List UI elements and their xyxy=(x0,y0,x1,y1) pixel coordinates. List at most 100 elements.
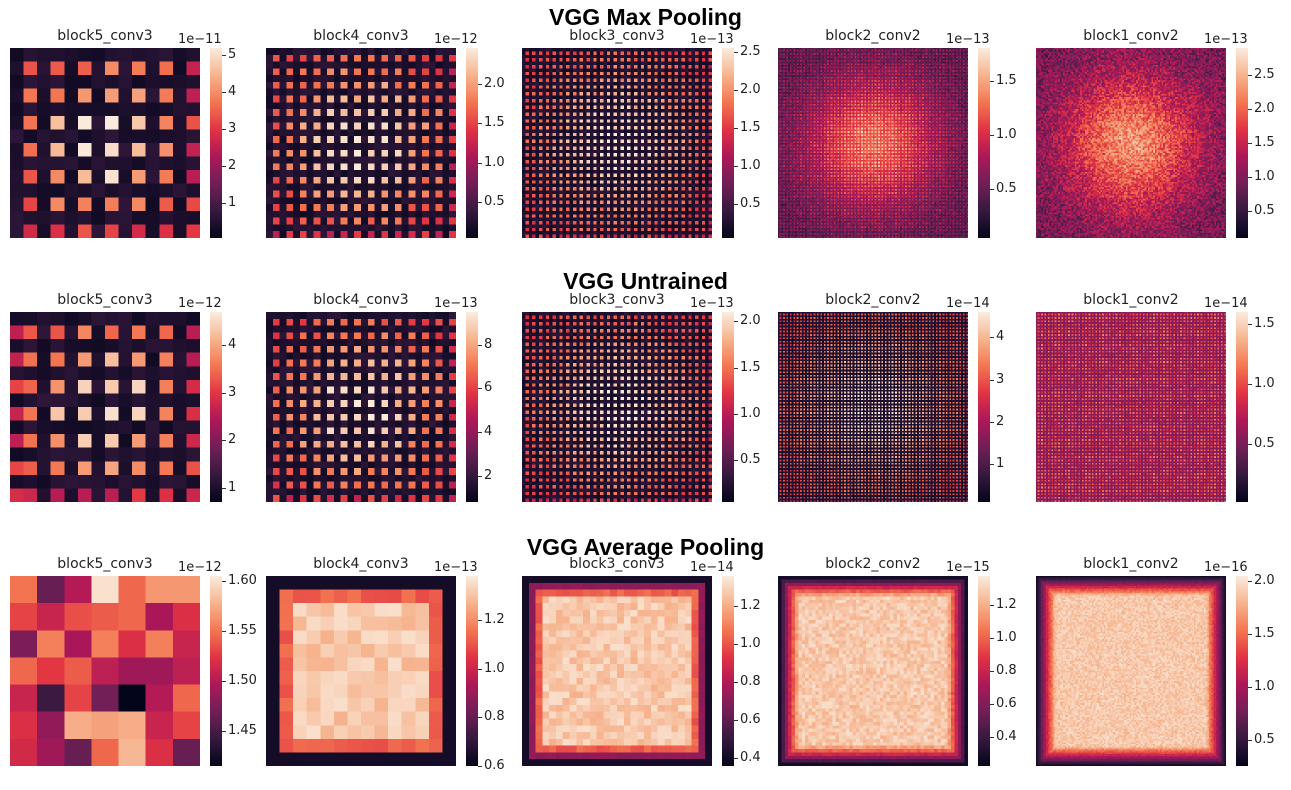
heatmap-cell xyxy=(546,133,549,136)
heatmap-cell xyxy=(536,184,539,187)
heatmap-cell xyxy=(698,184,701,187)
heatmap-cell xyxy=(651,55,654,58)
heatmap-cell xyxy=(927,48,929,50)
heatmap-cell xyxy=(442,82,449,89)
heatmap-cell xyxy=(566,68,569,71)
heatmap-cell xyxy=(546,177,549,180)
heatmap-cell xyxy=(695,180,698,183)
heatmap-cell xyxy=(314,197,321,204)
heatmap-cell xyxy=(627,106,630,109)
heatmap-cell xyxy=(542,201,545,204)
heatmap-cell xyxy=(293,224,300,231)
heatmap-cell xyxy=(422,82,429,89)
heatmap-cell xyxy=(266,211,273,218)
heatmap-cell xyxy=(583,51,586,54)
heatmap-cell xyxy=(347,129,354,136)
heatmap-cell xyxy=(395,82,402,89)
heatmap-cell xyxy=(695,133,698,136)
heatmap-cell xyxy=(681,153,684,156)
heatmap-cell xyxy=(893,58,895,60)
heatmap-cell xyxy=(91,116,105,130)
heatmap-cell xyxy=(822,56,824,58)
heatmap-cell xyxy=(692,170,695,173)
heatmap-cell xyxy=(858,51,860,53)
heatmap-cell xyxy=(586,170,589,173)
heatmap-cell xyxy=(576,153,579,156)
heatmap-cell xyxy=(573,51,576,54)
heatmap-cell xyxy=(827,56,829,58)
heatmap-cell xyxy=(678,85,681,88)
heatmap-cell xyxy=(705,224,708,227)
heatmap-cell xyxy=(654,62,657,65)
heatmap-cell xyxy=(546,79,549,82)
heatmap-cell xyxy=(173,116,187,130)
heatmap-cell xyxy=(388,191,395,198)
heatmap-cell xyxy=(286,177,293,184)
heatmap-cell xyxy=(525,211,528,214)
heatmap-cell xyxy=(536,180,539,183)
heatmap-cell xyxy=(939,56,941,58)
heatmap-cell xyxy=(648,99,651,102)
heatmap-cell xyxy=(786,48,788,50)
heatmap-cell xyxy=(837,51,839,53)
heatmap-cell xyxy=(522,150,525,153)
heatmap-cell xyxy=(668,79,671,82)
heatmap-cell xyxy=(573,191,576,194)
heatmap-cell xyxy=(893,51,895,53)
heatmap-cell xyxy=(354,82,361,89)
heatmap-cell xyxy=(436,82,443,89)
heatmap-cell xyxy=(566,231,569,234)
heatmap-cell xyxy=(559,214,562,217)
heatmap-cell xyxy=(597,129,600,132)
heatmap-cell xyxy=(573,133,576,136)
heatmap-cell xyxy=(522,129,525,132)
heatmap-cell xyxy=(648,112,651,115)
heatmap-cell xyxy=(429,55,436,62)
heatmap-cell xyxy=(266,123,273,130)
heatmap-cell xyxy=(709,129,712,132)
heatmap-cell xyxy=(688,224,691,227)
heatmap-cell xyxy=(614,180,617,183)
heatmap-cell xyxy=(671,153,674,156)
heatmap-cell xyxy=(783,55,785,57)
heatmap-cell xyxy=(381,109,388,116)
heatmap-cell xyxy=(549,235,552,238)
heatmap-cell xyxy=(586,75,589,78)
heatmap-cell xyxy=(570,218,573,221)
heatmap-cell xyxy=(610,99,613,102)
heatmap-cell xyxy=(831,50,833,52)
heatmap-cell xyxy=(536,187,539,190)
heatmap-cell xyxy=(948,58,950,60)
heatmap-cell xyxy=(851,50,853,52)
heatmap-cell xyxy=(675,51,678,54)
heatmap-cell xyxy=(573,197,576,200)
heatmap-cell xyxy=(880,50,882,52)
heatmap-cell xyxy=(573,89,576,92)
heatmap-cell xyxy=(815,53,817,55)
heatmap-cell xyxy=(334,157,341,164)
heatmap-cell xyxy=(529,224,532,227)
heatmap-cell xyxy=(381,184,388,191)
heatmap-cell xyxy=(266,136,273,143)
heatmap-cell xyxy=(590,116,593,119)
heatmap-cell xyxy=(532,106,535,109)
heatmap-cell xyxy=(892,56,894,58)
heatmap-cell xyxy=(368,89,375,96)
heatmap-cell xyxy=(559,48,562,51)
heatmap-cell xyxy=(826,48,828,50)
heatmap-cell xyxy=(381,68,388,75)
heatmap-cell xyxy=(553,160,556,163)
heatmap-cell xyxy=(597,174,600,177)
heatmap-cell xyxy=(617,150,620,153)
heatmap-cell xyxy=(946,56,948,58)
heatmap-cell xyxy=(563,68,566,71)
heatmap-cell xyxy=(600,191,603,194)
heatmap-cell xyxy=(583,187,586,190)
heatmap-cell xyxy=(522,235,525,238)
heatmap-cell xyxy=(293,123,300,130)
heatmap-cell xyxy=(702,167,705,170)
heatmap-cell xyxy=(658,82,661,85)
heatmap-cell xyxy=(688,211,691,214)
heatmap-cell xyxy=(800,50,802,52)
heatmap-cell xyxy=(607,184,610,187)
